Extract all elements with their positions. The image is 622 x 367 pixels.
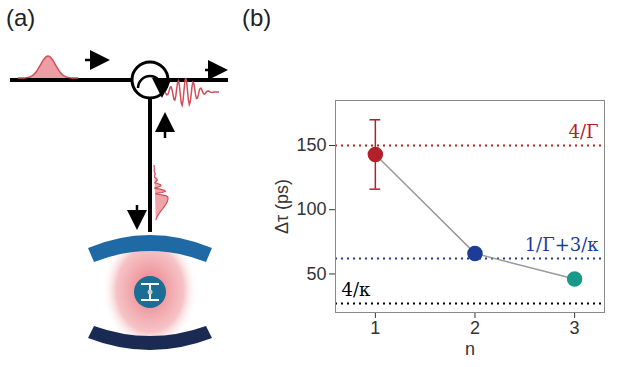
svg-text:Δτ (ps): Δτ (ps) [272, 179, 292, 234]
svg-text:150: 150 [296, 135, 326, 155]
svg-text:2: 2 [470, 318, 480, 338]
svg-text:3: 3 [570, 318, 580, 338]
svg-text:100: 100 [296, 199, 326, 219]
html-text:(a): (a) [6, 4, 36, 31]
html-text:(b): (b) [242, 4, 272, 31]
svg-text:4/κ: 4/κ [342, 279, 372, 300]
svg-text:1/Γ+3/κ: 1/Γ+3/κ [525, 234, 600, 255]
svg-text:50: 50 [306, 264, 326, 284]
svg-text:4/Γ: 4/Γ [568, 121, 598, 142]
svg-text:n: n [465, 339, 475, 359]
svg-text:1: 1 [370, 318, 380, 338]
